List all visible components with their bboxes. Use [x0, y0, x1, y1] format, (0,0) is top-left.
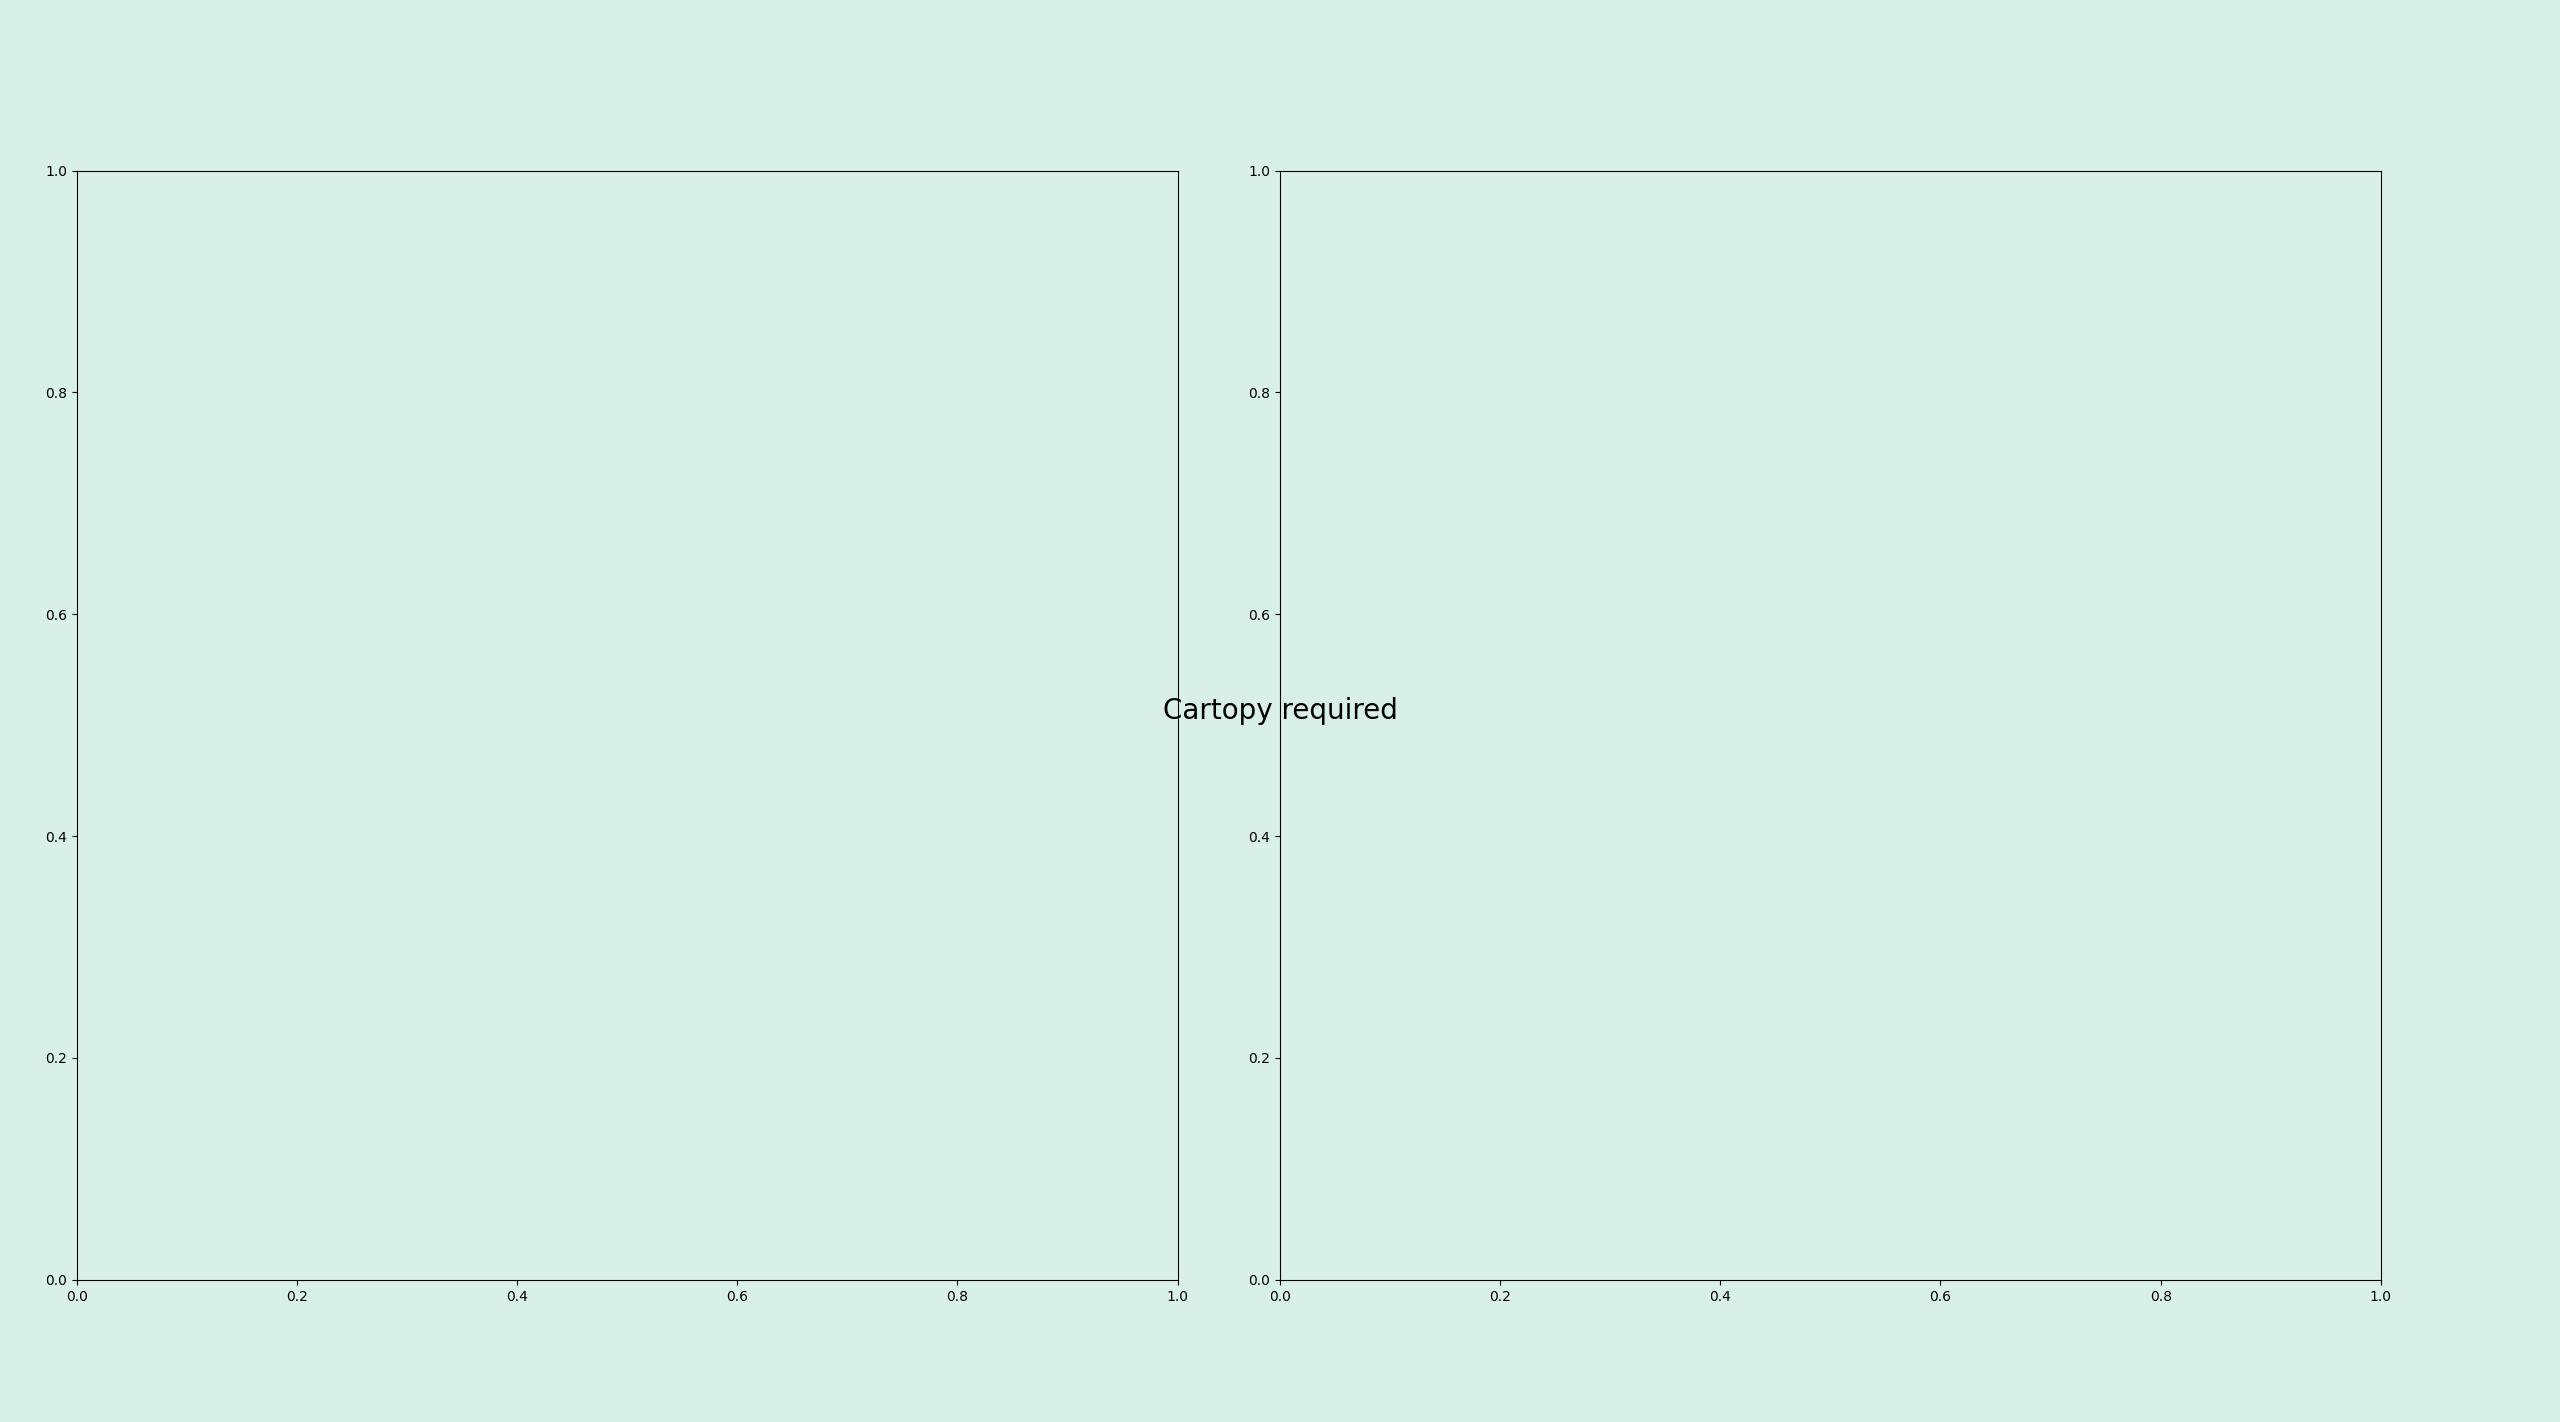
Text: Cartopy required: Cartopy required	[1162, 697, 1398, 725]
